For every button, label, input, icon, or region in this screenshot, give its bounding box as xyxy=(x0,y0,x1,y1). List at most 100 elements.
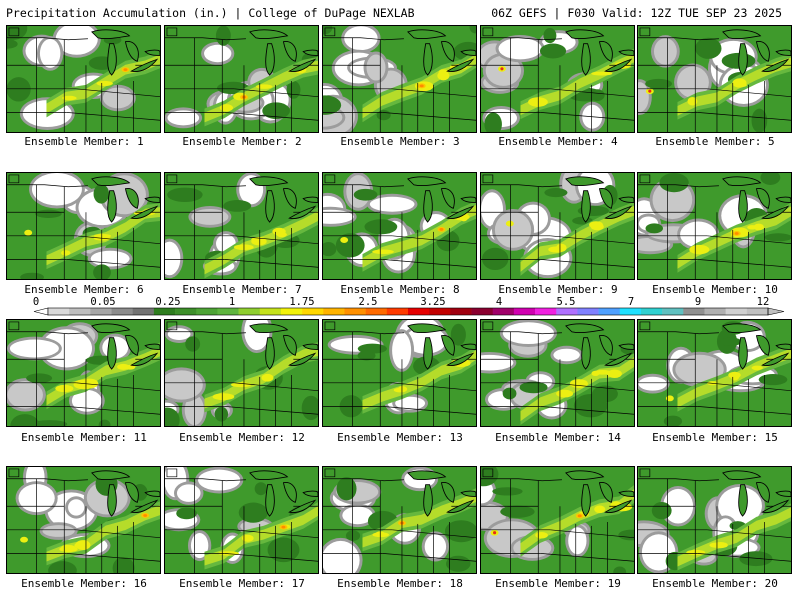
colorbar-swatch xyxy=(746,308,769,315)
member-map-panel xyxy=(637,319,792,427)
colorbar-swatch xyxy=(238,308,261,315)
member-map-panel xyxy=(480,172,635,280)
precipitation-map xyxy=(165,173,318,279)
precipitation-map xyxy=(323,320,476,426)
colorbar-tick-label: 2.5 xyxy=(359,296,378,308)
member-map-panel xyxy=(164,466,319,574)
colorbar-swatch xyxy=(513,308,536,315)
precipitation-map xyxy=(7,173,160,279)
precipitation-map xyxy=(638,467,791,573)
member-map-panel xyxy=(6,25,161,133)
member-map-panel xyxy=(637,25,792,133)
precipitation-map xyxy=(165,320,318,426)
member-label: Ensemble Member: 9 xyxy=(498,283,618,296)
precipitation-map xyxy=(481,467,634,573)
colorbar-swatch xyxy=(556,308,578,315)
colorbar-tick-label: 12 xyxy=(757,296,770,308)
colorbar-swatch xyxy=(640,308,663,315)
member-label: Ensemble Member: 14 xyxy=(495,431,621,444)
colorbar-tick-label: 0.25 xyxy=(155,296,180,308)
precipitation-map xyxy=(323,26,476,132)
precipitation-map xyxy=(638,173,791,279)
colorbar-swatch xyxy=(598,308,621,315)
member-map-panel xyxy=(164,172,319,280)
colorbar-tick-label: 4 xyxy=(496,296,502,308)
precipitation-map xyxy=(323,173,476,279)
member-map-panel xyxy=(480,466,635,574)
member-map-panel xyxy=(637,172,792,280)
colorbar-swatch xyxy=(535,308,557,315)
colorbar-swatch xyxy=(365,308,388,315)
member-label: Ensemble Member: 19 xyxy=(495,577,621,590)
member-map-panel xyxy=(480,319,635,427)
member-map-panel xyxy=(6,466,161,574)
member-label: Ensemble Member: 4 xyxy=(498,135,618,148)
colorbar-swatch xyxy=(196,308,218,315)
member-label: Ensemble Member: 5 xyxy=(655,135,775,148)
header: Precipitation Accumulation (in.) | Colle… xyxy=(0,0,800,22)
colorbar-swatch xyxy=(662,308,684,315)
colorbar-swatch xyxy=(302,308,324,315)
colorbar-tick-label: 1 xyxy=(229,296,235,308)
precipitation-colorbar: 0 0.05 0.25 1 1.75 2.5 3.25 4 5.5 7 9 12 xyxy=(0,296,800,318)
colorbar-swatch xyxy=(429,308,451,315)
colorbar-swatch xyxy=(323,308,345,315)
colorbar-swatch xyxy=(132,308,155,315)
precipitation-map xyxy=(481,320,634,426)
colorbar-min-arrow xyxy=(33,307,49,316)
colorbar-swatch xyxy=(48,308,70,315)
member-label: Ensemble Member: 17 xyxy=(179,577,305,590)
colorbar-swatch xyxy=(386,308,409,315)
member-map-panel xyxy=(322,319,477,427)
colorbar-tick-label: 0.05 xyxy=(90,296,115,308)
member-label: Ensemble Member: 6 xyxy=(24,283,144,296)
colorbar-graphic: 0 0.05 0.25 1 1.75 2.5 3.25 4 5.5 7 9 12 xyxy=(33,296,785,316)
member-map-panel xyxy=(322,172,477,280)
colorbar-swatch xyxy=(175,308,197,315)
precipitation-map xyxy=(638,26,791,132)
precipitation-map xyxy=(481,173,634,279)
colorbar-swatch xyxy=(471,308,494,315)
colorbar-tick-label: 1.75 xyxy=(289,296,314,308)
member-label: Ensemble Member: 11 xyxy=(21,431,147,444)
colorbar-swatch xyxy=(69,308,91,315)
member-map-panel xyxy=(164,25,319,133)
colorbar-swatch xyxy=(217,308,239,315)
member-label: Ensemble Member: 13 xyxy=(337,431,463,444)
colorbar-swatch xyxy=(153,308,176,315)
colorbar-swatch xyxy=(725,308,748,315)
colorbar-swatch xyxy=(619,308,642,315)
member-label: Ensemble Member: 18 xyxy=(337,577,463,590)
precipitation-map xyxy=(638,320,791,426)
colorbar-swatch xyxy=(111,308,134,315)
precipitation-map xyxy=(7,467,160,573)
member-label: Ensemble Member: 20 xyxy=(652,577,778,590)
precipitation-map xyxy=(165,26,318,132)
precipitation-map xyxy=(165,467,318,573)
member-map-panel xyxy=(480,25,635,133)
colorbar-swatch xyxy=(90,308,112,315)
run-valid-time: 06Z GEFS | F030 Valid: 12Z TUE SEP 23 20… xyxy=(491,6,782,20)
member-map-panel xyxy=(322,466,477,574)
member-label: Ensemble Member: 1 xyxy=(24,135,144,148)
precipitation-map xyxy=(323,467,476,573)
colorbar-swatch xyxy=(683,308,705,315)
colorbar-tick-label: 3.25 xyxy=(420,296,445,308)
colorbar-swatch xyxy=(280,308,303,315)
member-label: Ensemble Member: 16 xyxy=(21,577,147,590)
member-map-panel xyxy=(6,172,161,280)
member-map-panel xyxy=(6,319,161,427)
colorbar-swatch xyxy=(259,308,282,315)
member-label: Ensemble Member: 12 xyxy=(179,431,305,444)
member-label: Ensemble Member: 2 xyxy=(182,135,302,148)
member-label: Ensemble Member: 3 xyxy=(340,135,460,148)
colorbar-swatch xyxy=(408,308,430,315)
product-title: Precipitation Accumulation (in.) | Colle… xyxy=(6,6,415,20)
precipitation-map xyxy=(7,320,160,426)
colorbar-swatch xyxy=(492,308,515,315)
colorbar-swatch xyxy=(704,308,726,315)
member-label: Ensemble Member: 8 xyxy=(340,283,460,296)
colorbar-tick-label: 9 xyxy=(695,296,701,308)
member-map-panel xyxy=(637,466,792,574)
colorbar-tick-label: 5.5 xyxy=(557,296,576,308)
